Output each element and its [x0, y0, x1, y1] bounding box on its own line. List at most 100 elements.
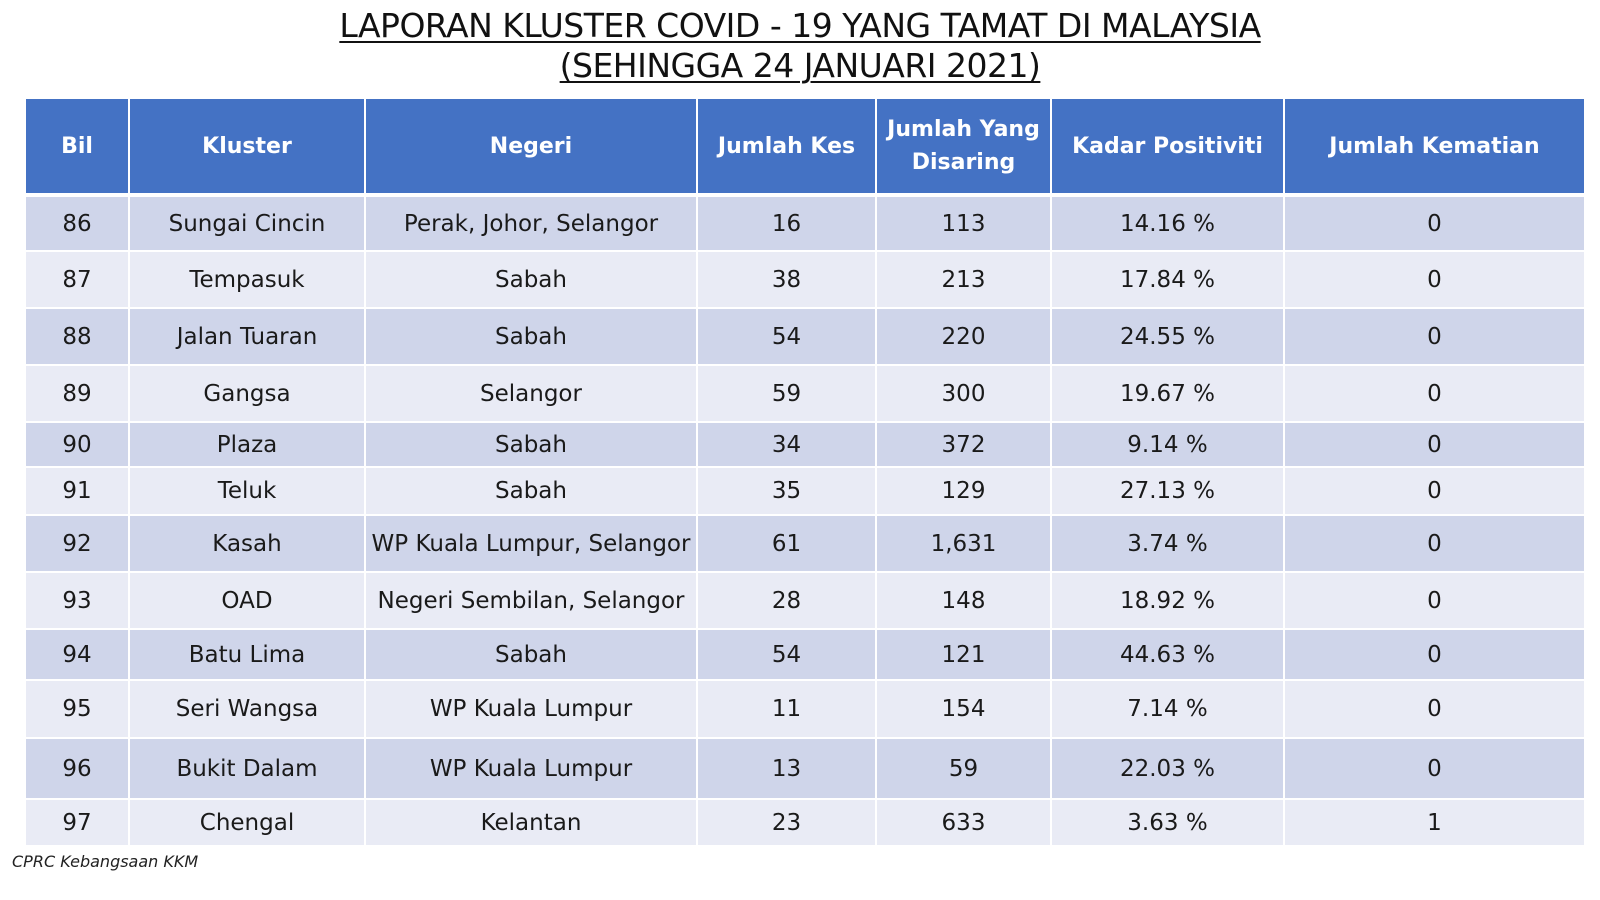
cell-kes: 54 — [697, 308, 877, 366]
cell-positiviti: 24.55 % — [1051, 308, 1285, 366]
cell-kematian: 0 — [1284, 422, 1584, 468]
table-row: 86 Sungai Cincin Perak, Johor, Selangor … — [26, 195, 1584, 252]
cell-disaring: 121 — [876, 629, 1052, 681]
header-jumlah-disaring: Jumlah Yang Disaring — [876, 99, 1052, 197]
cell-kematian: 0 — [1284, 195, 1584, 252]
cell-kematian: 0 — [1284, 738, 1584, 800]
cell-positiviti: 7.14 % — [1051, 680, 1285, 739]
cell-kematian: 0 — [1284, 515, 1584, 573]
cell-bil: 86 — [26, 195, 130, 252]
cell-disaring: 633 — [876, 799, 1052, 847]
cell-bil: 92 — [26, 515, 130, 573]
cell-kes: 38 — [697, 251, 877, 309]
cell-positiviti: 9.14 % — [1051, 422, 1285, 468]
table-row: 93 OAD Negeri Sembilan, Selangor 28 148 … — [26, 572, 1584, 630]
cell-negeri: Sabah — [365, 422, 698, 468]
report-title: LAPORAN KLUSTER COVID - 19 YANG TAMAT DI… — [0, 6, 1600, 86]
cell-positiviti: 17.84 % — [1051, 251, 1285, 309]
cell-negeri: Perak, Johor, Selangor — [365, 195, 698, 252]
cell-negeri: Sabah — [365, 467, 698, 516]
cell-disaring: 1,631 — [876, 515, 1052, 573]
cell-kluster: Jalan Tuaran — [129, 308, 366, 366]
cell-kluster: OAD — [129, 572, 366, 630]
cell-bil: 94 — [26, 629, 130, 681]
cell-kluster: Gangsa — [129, 365, 366, 423]
cell-negeri: Sabah — [365, 251, 698, 309]
cell-kematian: 0 — [1284, 629, 1584, 681]
cell-kematian: 0 — [1284, 365, 1584, 423]
table-row: 96 Bukit Dalam WP Kuala Lumpur 13 59 22.… — [26, 738, 1584, 800]
table-row: 90 Plaza Sabah 34 372 9.14 % 0 — [26, 422, 1584, 468]
cell-kes: 11 — [697, 680, 877, 739]
cell-kes: 59 — [697, 365, 877, 423]
cell-kes: 16 — [697, 195, 877, 252]
cell-negeri: WP Kuala Lumpur, Selangor — [365, 515, 698, 573]
cell-negeri: WP Kuala Lumpur — [365, 738, 698, 800]
cell-kes: 23 — [697, 799, 877, 847]
header-negeri: Negeri — [365, 99, 698, 197]
cell-disaring: 220 — [876, 308, 1052, 366]
cell-disaring: 148 — [876, 572, 1052, 630]
cell-negeri: Negeri Sembilan, Selangor — [365, 572, 698, 630]
cell-kematian: 0 — [1284, 467, 1584, 516]
cell-positiviti: 22.03 % — [1051, 738, 1285, 800]
cell-kes: 35 — [697, 467, 877, 516]
cell-bil: 93 — [26, 572, 130, 630]
cell-bil: 87 — [26, 251, 130, 309]
table-row: 88 Jalan Tuaran Sabah 54 220 24.55 % 0 — [26, 308, 1584, 366]
cell-bil: 95 — [26, 680, 130, 739]
cell-kematian: 0 — [1284, 308, 1584, 366]
cell-disaring: 113 — [876, 195, 1052, 252]
table-row: 95 Seri Wangsa WP Kuala Lumpur 11 154 7.… — [26, 680, 1584, 739]
cell-disaring: 213 — [876, 251, 1052, 309]
cell-disaring: 154 — [876, 680, 1052, 739]
source-note: CPRC Kebangsaan KKM — [12, 852, 199, 871]
cell-negeri: Sabah — [365, 629, 698, 681]
table-body: 86 Sungai Cincin Perak, Johor, Selangor … — [26, 195, 1584, 847]
cell-kluster: Plaza — [129, 422, 366, 468]
cell-kluster: Teluk — [129, 467, 366, 516]
table-header-row: Bil Kluster Negeri Jumlah Kes Jumlah Yan… — [26, 99, 1584, 197]
cell-kluster: Chengal — [129, 799, 366, 847]
cell-kematian: 0 — [1284, 251, 1584, 309]
header-kadar-positiviti: Kadar Positiviti — [1051, 99, 1285, 197]
cell-kematian: 1 — [1284, 799, 1584, 847]
title-line-1: LAPORAN KLUSTER COVID - 19 YANG TAMAT DI… — [339, 6, 1261, 45]
table-row: 89 Gangsa Selangor 59 300 19.67 % 0 — [26, 365, 1584, 423]
cluster-table: Bil Kluster Negeri Jumlah Kes Jumlah Yan… — [26, 99, 1584, 847]
table-row: 94 Batu Lima Sabah 54 121 44.63 % 0 — [26, 629, 1584, 681]
cell-disaring: 59 — [876, 738, 1052, 800]
cell-kluster: Seri Wangsa — [129, 680, 366, 739]
table-row: 92 Kasah WP Kuala Lumpur, Selangor 61 1,… — [26, 515, 1584, 573]
cell-negeri: Kelantan — [365, 799, 698, 847]
cell-negeri: Sabah — [365, 308, 698, 366]
cell-kluster: Sungai Cincin — [129, 195, 366, 252]
cell-bil: 90 — [26, 422, 130, 468]
table-row: 87 Tempasuk Sabah 38 213 17.84 % 0 — [26, 251, 1584, 309]
cell-negeri: WP Kuala Lumpur — [365, 680, 698, 739]
table-row: 91 Teluk Sabah 35 129 27.13 % 0 — [26, 467, 1584, 516]
cell-kematian: 0 — [1284, 680, 1584, 739]
cell-kluster: Kasah — [129, 515, 366, 573]
cell-positiviti: 19.67 % — [1051, 365, 1285, 423]
cell-bil: 91 — [26, 467, 130, 516]
header-kluster: Kluster — [129, 99, 366, 197]
title-line-2: (SEHINGGA 24 JANUARI 2021) — [559, 46, 1041, 85]
cell-positiviti: 3.63 % — [1051, 799, 1285, 847]
cell-kes: 54 — [697, 629, 877, 681]
cell-kes: 28 — [697, 572, 877, 630]
cell-bil: 97 — [26, 799, 130, 847]
cell-kluster: Batu Lima — [129, 629, 366, 681]
cell-disaring: 372 — [876, 422, 1052, 468]
cell-kluster: Bukit Dalam — [129, 738, 366, 800]
cell-positiviti: 3.74 % — [1051, 515, 1285, 573]
cell-kematian: 0 — [1284, 572, 1584, 630]
header-jumlah-kematian: Jumlah Kematian — [1284, 99, 1584, 197]
header-jumlah-kes: Jumlah Kes — [697, 99, 877, 197]
cell-positiviti: 14.16 % — [1051, 195, 1285, 252]
cell-positiviti: 27.13 % — [1051, 467, 1285, 516]
cell-negeri: Selangor — [365, 365, 698, 423]
cell-kes: 34 — [697, 422, 877, 468]
header-bil: Bil — [26, 99, 130, 197]
cell-bil: 89 — [26, 365, 130, 423]
